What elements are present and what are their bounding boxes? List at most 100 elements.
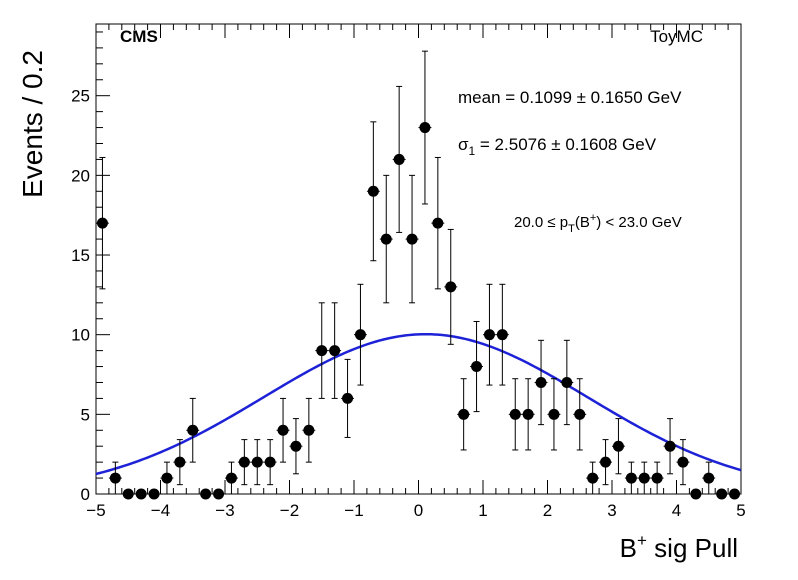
fit-curve-layer <box>95 332 742 476</box>
data-point <box>573 378 587 451</box>
point-marker <box>445 281 457 293</box>
point-marker <box>316 345 328 357</box>
point-marker <box>561 376 573 388</box>
data-point <box>495 283 509 386</box>
pt-prefix: 20.0 ≤ p <box>514 214 568 231</box>
pt-range-annotation: 20.0 ≤ pT(B+) < 23.0 GeV <box>514 212 682 235</box>
x-axis-title: B+ sig Pull <box>620 531 738 563</box>
point-marker <box>264 456 276 468</box>
data-point <box>444 228 458 345</box>
data-point <box>315 302 329 399</box>
data-point <box>728 488 741 500</box>
data-point <box>637 461 651 495</box>
data-point <box>276 397 290 463</box>
point-marker <box>187 424 199 436</box>
point-marker <box>329 345 341 357</box>
data-points-layer <box>96 50 741 500</box>
axis-ticks: −5 −4 −3 −2 −1 0 1 2 3 4 5 0 5 10 15 20 25 <box>71 24 746 520</box>
cms-label: CMS <box>120 27 158 46</box>
pt-suffix: ) < 23.0 GeV <box>596 214 681 231</box>
data-point <box>547 378 561 451</box>
data-point <box>366 121 380 262</box>
x-axis-title-base: B <box>620 533 637 563</box>
data-point <box>302 397 316 463</box>
y-tick-label: 15 <box>71 246 90 265</box>
point-marker <box>135 488 147 500</box>
data-point <box>534 339 548 426</box>
data-point <box>470 320 483 413</box>
point-marker <box>664 440 676 452</box>
point-marker <box>729 488 741 500</box>
point-marker <box>122 488 134 500</box>
point-marker <box>677 456 689 468</box>
point-marker <box>380 233 392 245</box>
data-point <box>457 378 471 451</box>
data-point <box>147 488 161 500</box>
x-tick-label: 5 <box>736 501 745 520</box>
y-tick-label: 5 <box>81 405 90 424</box>
x-tick-label: 2 <box>543 501 552 520</box>
data-point <box>560 339 574 426</box>
point-marker <box>522 408 534 420</box>
point-marker <box>290 440 302 452</box>
x-tick-label: 1 <box>478 501 487 520</box>
x-tick-label: −3 <box>215 501 234 520</box>
data-point <box>586 461 600 495</box>
data-point <box>96 156 109 290</box>
point-marker <box>174 456 186 468</box>
point-marker <box>587 472 599 484</box>
point-marker <box>612 440 624 452</box>
sigma-value: = 2.5076 ± 0.1608 GeV <box>475 135 657 154</box>
data-point <box>612 418 625 475</box>
point-marker <box>342 392 354 404</box>
data-point <box>225 461 238 495</box>
data-point <box>599 439 612 486</box>
data-point <box>212 488 225 500</box>
point-marker <box>651 472 663 484</box>
data-point <box>328 302 342 399</box>
data-point <box>341 358 354 438</box>
point-marker <box>419 122 431 134</box>
point-marker <box>303 424 315 436</box>
point-marker <box>148 488 160 500</box>
point-marker <box>716 488 728 500</box>
point-marker <box>213 488 225 500</box>
data-point <box>689 488 703 500</box>
pt-mid: (B <box>575 214 590 231</box>
data-point <box>521 378 535 451</box>
data-point <box>405 174 419 304</box>
fit-curve <box>95 332 742 476</box>
point-marker <box>225 472 237 484</box>
point-marker <box>432 217 444 229</box>
x-tick-label: −2 <box>280 501 299 520</box>
x-axis-title-sup: + <box>637 531 647 550</box>
sigma-annotation: σ1 = 2.5076 ± 0.1608 GeV <box>458 135 657 158</box>
data-point <box>418 50 432 205</box>
x-tick-label: −1 <box>344 501 363 520</box>
data-point <box>250 439 264 486</box>
data-point <box>379 174 393 304</box>
data-point <box>289 418 303 475</box>
y-tick-label: 25 <box>71 87 90 106</box>
point-marker <box>548 408 560 420</box>
y-tick-label: 20 <box>71 166 90 185</box>
point-marker <box>496 329 508 341</box>
data-point <box>173 439 187 486</box>
sigma-symbol: σ <box>458 135 469 154</box>
point-marker <box>509 408 521 420</box>
data-point <box>134 488 148 500</box>
point-marker <box>574 408 586 420</box>
data-point <box>108 461 122 495</box>
point-marker <box>367 185 379 197</box>
point-marker <box>200 488 212 500</box>
point-marker <box>600 456 612 468</box>
y-tick-label: 10 <box>71 326 90 345</box>
data-point <box>237 439 251 486</box>
point-marker <box>625 472 637 484</box>
point-marker <box>406 233 418 245</box>
data-point <box>160 461 174 495</box>
point-marker <box>109 472 121 484</box>
x-tick-label: 0 <box>414 501 423 520</box>
y-tick-label: 0 <box>81 485 90 504</box>
